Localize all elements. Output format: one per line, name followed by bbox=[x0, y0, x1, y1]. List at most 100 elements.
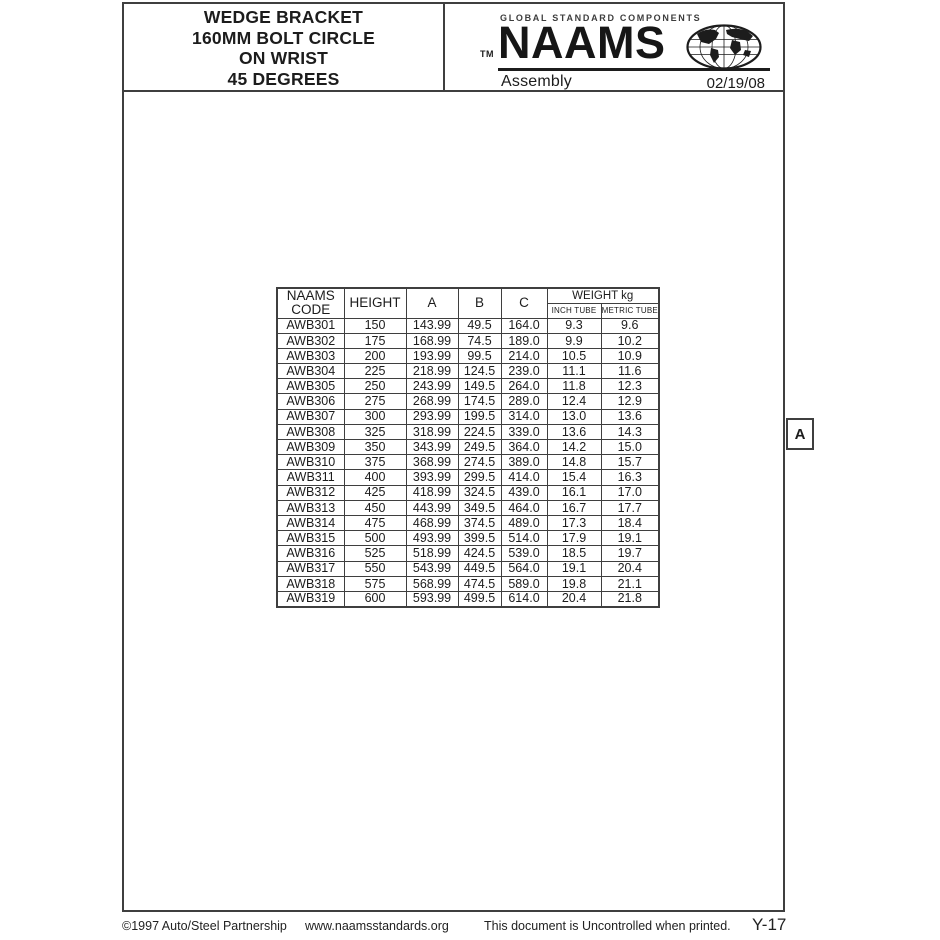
footer-uncontrolled-notice: This document is Uncontrolled when print… bbox=[484, 919, 731, 933]
cell-a: 468.99 bbox=[405, 514, 459, 532]
cell-height: 550 bbox=[343, 560, 407, 577]
cell-inch: 19.8 bbox=[546, 575, 602, 592]
cell-inch: 14.8 bbox=[546, 454, 602, 471]
cell-height: 500 bbox=[343, 530, 407, 547]
cell-a: 143.99 bbox=[405, 317, 459, 334]
cell-metric: 9.6 bbox=[600, 317, 660, 334]
col-header-height: HEIGHT bbox=[343, 287, 407, 319]
cell-inch: 19.1 bbox=[546, 560, 602, 577]
cell-b: 49.5 bbox=[457, 317, 502, 334]
cell-metric: 16.3 bbox=[600, 469, 660, 486]
cell-a: 443.99 bbox=[405, 499, 459, 516]
cell-code: AWB304 bbox=[276, 363, 345, 380]
cell-height: 350 bbox=[343, 438, 407, 456]
revision-marker-box: A bbox=[786, 418, 814, 450]
cell-b: 424.5 bbox=[457, 545, 502, 562]
cell-c: 514.0 bbox=[500, 530, 548, 547]
table-row: AWB301 150 143.99 49.5 164.0 9.3 9.6 bbox=[276, 317, 660, 334]
cell-a: 418.99 bbox=[405, 484, 459, 501]
cell-height: 175 bbox=[343, 332, 407, 349]
cell-c: 339.0 bbox=[500, 423, 548, 441]
footer-website: www.naamsstandards.org bbox=[305, 919, 449, 933]
spec-table-area: NAAMS CODE HEIGHT A B C WEIGHT kg INCH T… bbox=[276, 287, 660, 608]
cell-inch: 13.0 bbox=[546, 408, 602, 425]
cell-metric: 17.7 bbox=[600, 499, 660, 516]
cell-a: 343.99 bbox=[405, 438, 459, 456]
cell-b: 399.5 bbox=[457, 530, 502, 547]
cell-metric: 20.4 bbox=[600, 560, 660, 577]
cell-code: AWB308 bbox=[276, 423, 345, 441]
cell-c: 389.0 bbox=[500, 454, 548, 471]
cell-metric: 11.6 bbox=[600, 363, 660, 380]
cell-metric: 13.6 bbox=[600, 408, 660, 425]
col-header-a: A bbox=[405, 287, 459, 319]
part-title: WEDGE BRACKET 160MM BOLT CIRCLE ON WRIST… bbox=[124, 4, 445, 90]
part-title-line-1: WEDGE BRACKET bbox=[203, 7, 364, 27]
cell-height: 375 bbox=[343, 454, 407, 471]
cell-inch: 17.3 bbox=[546, 514, 602, 532]
cell-a: 318.99 bbox=[405, 423, 459, 441]
table-row: AWB317 550 543.99 449.5 564.0 19.1 20.4 bbox=[276, 560, 660, 577]
cell-inch: 20.4 bbox=[546, 590, 602, 608]
cell-b: 349.5 bbox=[457, 499, 502, 516]
cell-c: 414.0 bbox=[500, 469, 548, 486]
cell-inch: 9.3 bbox=[546, 317, 602, 334]
cell-c: 264.0 bbox=[500, 378, 548, 395]
cell-b: 274.5 bbox=[457, 454, 502, 471]
cell-a: 243.99 bbox=[405, 378, 459, 395]
cell-code: AWB307 bbox=[276, 408, 345, 425]
cell-b: 74.5 bbox=[457, 332, 502, 349]
cell-inch: 11.8 bbox=[546, 378, 602, 395]
brand-name: NAAMS bbox=[498, 17, 666, 68]
cell-height: 575 bbox=[343, 575, 407, 592]
cell-a: 493.99 bbox=[405, 530, 459, 547]
cell-a: 518.99 bbox=[405, 545, 459, 562]
col-header-naams-code: NAAMS CODE bbox=[276, 287, 345, 319]
cell-height: 300 bbox=[343, 408, 407, 425]
cell-c: 464.0 bbox=[500, 499, 548, 516]
cell-metric: 19.7 bbox=[600, 545, 660, 562]
part-title-line-2: 160MM BOLT CIRCLE bbox=[192, 27, 375, 48]
cell-code: AWB303 bbox=[276, 347, 345, 365]
cell-inch: 9.9 bbox=[546, 332, 602, 349]
cell-inch: 14.2 bbox=[546, 438, 602, 456]
cell-a: 593.99 bbox=[405, 590, 459, 608]
table-row: AWB315 500 493.99 399.5 514.0 17.9 19.1 bbox=[276, 530, 660, 547]
cell-c: 189.0 bbox=[500, 332, 548, 349]
cell-code: AWB314 bbox=[276, 514, 345, 532]
trademark-symbol: TM bbox=[480, 49, 494, 59]
cell-inch: 16.7 bbox=[546, 499, 602, 516]
cell-metric: 12.3 bbox=[600, 378, 660, 395]
cell-a: 368.99 bbox=[405, 454, 459, 471]
cell-b: 474.5 bbox=[457, 575, 502, 592]
cell-c: 314.0 bbox=[500, 408, 548, 425]
cell-a: 543.99 bbox=[405, 560, 459, 577]
brand-tagline: GLOBAL STANDARD COMPONENTS bbox=[500, 13, 702, 23]
cell-metric: 18.4 bbox=[600, 514, 660, 532]
cell-c: 439.0 bbox=[500, 484, 548, 501]
cell-c: 239.0 bbox=[500, 363, 548, 380]
cell-height: 250 bbox=[343, 378, 407, 395]
table-row: AWB303 200 193.99 99.5 214.0 10.5 10.9 bbox=[276, 347, 660, 365]
cell-code: AWB315 bbox=[276, 530, 345, 547]
cell-code: AWB317 bbox=[276, 560, 345, 577]
cell-a: 168.99 bbox=[405, 332, 459, 349]
cell-code: AWB310 bbox=[276, 454, 345, 471]
document-category: Assembly bbox=[501, 73, 572, 90]
cell-c: 589.0 bbox=[500, 575, 548, 592]
cell-a: 568.99 bbox=[405, 575, 459, 592]
cell-metric: 19.1 bbox=[600, 530, 660, 547]
cell-code: AWB316 bbox=[276, 545, 345, 562]
cell-metric: 12.9 bbox=[600, 393, 660, 410]
table-row: AWB304 225 218.99 124.5 239.0 11.1 11.6 bbox=[276, 363, 660, 380]
cell-height: 450 bbox=[343, 499, 407, 516]
col-header-inch-tube: INCH TUBE bbox=[546, 302, 602, 319]
cell-b: 99.5 bbox=[457, 347, 502, 365]
cell-height: 425 bbox=[343, 484, 407, 501]
col-header-metric-tube: METRIC TUBE bbox=[600, 302, 660, 319]
cell-metric: 21.1 bbox=[600, 575, 660, 592]
cell-b: 499.5 bbox=[457, 590, 502, 608]
cell-code: AWB301 bbox=[276, 317, 345, 334]
cell-code: AWB306 bbox=[276, 393, 345, 410]
